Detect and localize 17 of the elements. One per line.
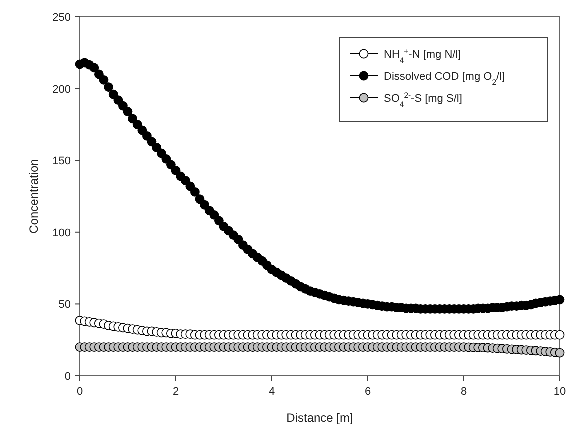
y-axis-title: Concentration [27, 159, 41, 234]
y-tick-label: 100 [52, 227, 71, 240]
legend-label: NH$_{4}$$^{+}$-N [mg N/l] [384, 46, 462, 64]
y-tick-label: 50 [58, 299, 71, 312]
y-tick-label: 200 [52, 84, 71, 96]
legend-label: Dissolved COD [mg O$_{2}$/l] [384, 71, 506, 86]
x-tick-label: 2 [172, 386, 180, 398]
y-tick-label: 150 [52, 156, 71, 168]
y-tick-label: 0 [64, 371, 71, 383]
x-tick-label: 10 [554, 386, 566, 398]
x-tick-label: 4 [268, 386, 276, 398]
x-tick-label: 0 [76, 386, 84, 398]
x-tick-label: 8 [460, 386, 468, 398]
x-axis-title: Distance [m] [286, 411, 354, 425]
x-tick-label: 6 [364, 386, 372, 398]
y-tick-label: 250 [52, 12, 71, 24]
legend-label: SO$_{4}$$^{2-}$-S [mg S/l] [384, 90, 462, 108]
